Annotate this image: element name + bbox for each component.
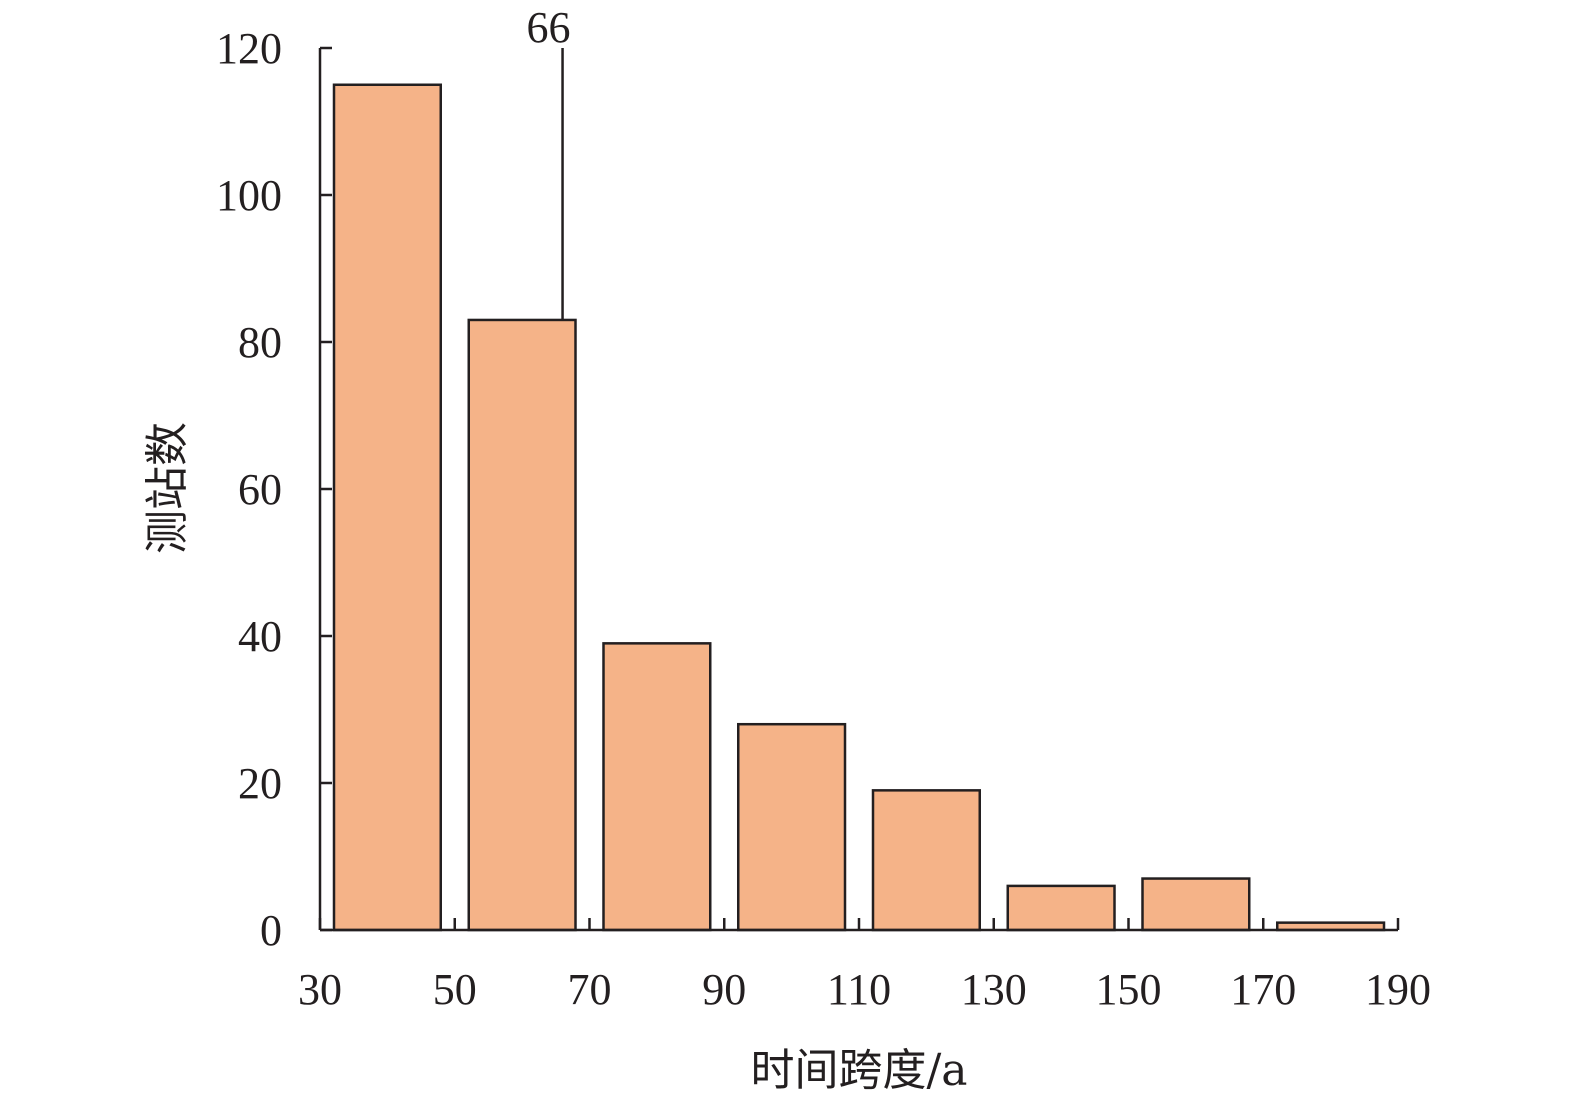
y-tick-label-120: 120 [216,24,282,73]
bar-150-170 [1141,877,1251,932]
bar-30-50 [332,83,442,932]
y-tick-label-80: 80 [238,318,282,367]
y-tick-label-20: 20 [238,759,282,808]
y-tick-label-40: 40 [238,612,282,661]
y-axis-title: 测站数 [142,422,193,554]
annotation-label-66: 66 [527,3,571,52]
y-tick-label-0: 0 [260,906,282,955]
x-tick-label-50: 50 [433,965,477,1014]
bar-130-150 [1006,884,1116,932]
x-tick-label-110: 110 [827,965,891,1014]
x-tick-label-190: 190 [1365,965,1431,1014]
bar-50-70 [467,318,577,932]
x-tick-label-130: 130 [961,965,1027,1014]
x-tick-label-170: 170 [1230,965,1296,1014]
y-tick-label-60: 60 [238,465,282,514]
x-tick-label-150: 150 [1096,965,1162,1014]
x-tick-label-90: 90 [702,965,746,1014]
x-ticks: 30 50 70 90 110 130 150 170 190 [298,918,1431,1014]
annotation-layer: 66 [527,3,571,320]
bar-70-90 [602,642,712,932]
x-tick-label-30: 30 [298,965,342,1014]
bars-layer [332,83,1386,932]
x-tick-label-70: 70 [568,965,612,1014]
y-tick-label-100: 100 [216,171,282,220]
y-ticks: 0 20 40 60 80 100 120 [216,24,332,955]
bar-90-110 [737,722,847,932]
x-axis-title: 时间跨度/a [750,1045,967,1096]
bar-110-130 [871,789,981,932]
